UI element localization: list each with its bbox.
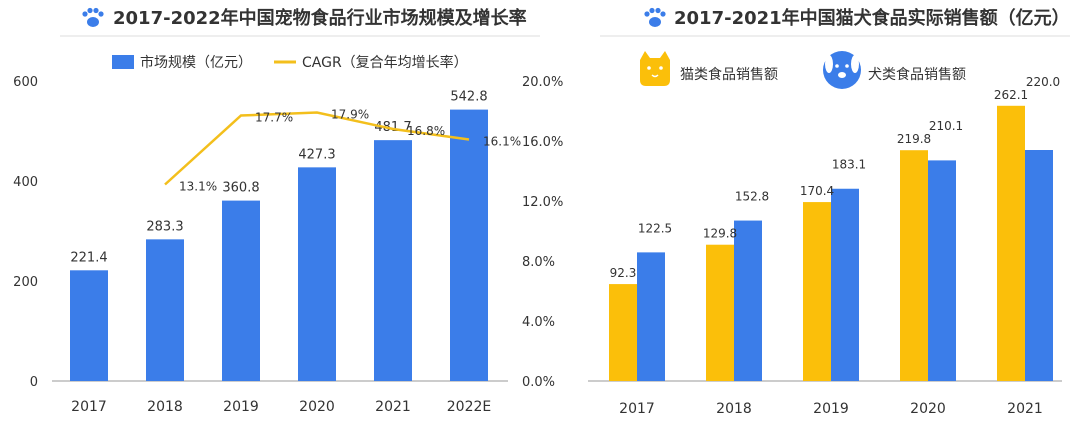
cagr-point-label: 17.7% (255, 111, 293, 125)
right-x-tick-label: 2018 (716, 401, 752, 417)
left-x-tick-label: 2022E (447, 399, 491, 415)
dog-sales-bar (734, 220, 762, 381)
right-x-axis-labels: 2017 2018 2019 2020 2021 (619, 401, 1043, 417)
right-y-tick-label: 8.0% (522, 255, 555, 270)
dog-sales-label: 152.8 (735, 190, 769, 204)
right-legend: 猫类食品销售额 犬类食品销售额 (640, 51, 966, 89)
cagr-line (164, 111, 470, 186)
cat-icon (640, 51, 670, 86)
dog-sales-bar (928, 160, 956, 381)
cat-sales-label: 219.8 (897, 132, 931, 146)
paw-icon (82, 7, 104, 27)
left-y-tick-label: 400 (13, 175, 38, 190)
cat-sales-label: 262.1 (994, 88, 1028, 102)
left-legend: 市场规模（亿元） CAGR（复合年均增长率） (112, 54, 468, 71)
paw-icon (644, 7, 666, 27)
market-size-bar (298, 167, 336, 381)
cagr-point-label: 13.1% (179, 180, 217, 194)
legend-dog-label: 犬类食品销售额 (868, 66, 966, 83)
left-chart-title: 2017-2022年中国宠物食品行业市场规模及增长率 (113, 7, 527, 29)
legend-market-label: 市场规模（亿元） (140, 54, 252, 71)
left-x-tick-label: 2018 (147, 399, 183, 415)
left-x-tick-label: 2020 (299, 399, 335, 415)
dog-icon (823, 51, 861, 89)
cat-sales-label: 129.8 (703, 227, 737, 241)
left-y-tick-label: 600 (13, 75, 38, 90)
cat-sales-bar (900, 150, 928, 381)
market-size-bar (222, 200, 260, 381)
cat-sales-bar (706, 244, 734, 381)
market-size-bar (70, 270, 108, 381)
market-size-label: 427.3 (298, 147, 335, 162)
market-size-bar (146, 239, 184, 381)
cagr-point-label: 16.1% (483, 135, 521, 149)
right-panel-header: 2017-2021年中国猫犬食品实际销售额（亿元） (600, 7, 1070, 37)
left-x-axis-labels: 2017 2018 2019 2020 2021 2022E (71, 399, 491, 415)
cagr-line-series: 13.1% 17.7% 17.9% 16.8% 16.1% (164, 108, 521, 194)
right-y-tick-label: 0.0% (522, 375, 555, 390)
right-y-tick-label: 12.0% (522, 195, 563, 210)
dog-sales-bar (637, 252, 665, 381)
right-y-tick-label: 16.0% (522, 135, 563, 150)
right-chart-title: 2017-2021年中国猫犬食品实际销售额（亿元） (674, 7, 1070, 29)
right-x-tick-label: 2017 (619, 401, 655, 417)
right-x-tick-label: 2021 (1007, 401, 1043, 417)
legend-market-swatch (112, 55, 134, 69)
left-y-tick-label: 0 (30, 375, 38, 390)
market-size-bar (450, 109, 488, 381)
left-y-axis-ticks: 0 200 400 600 (13, 75, 38, 390)
cagr-point-label: 17.9% (331, 108, 369, 122)
left-y-tick-label: 200 (13, 275, 38, 290)
left-panel-header: 2017-2022年中国宠物食品行业市场规模及增长率 (60, 7, 540, 37)
dog-sales-bar (1025, 150, 1053, 381)
dog-sales-label: 210.1 (929, 119, 963, 133)
dog-sales-bar (831, 188, 859, 381)
legend-cat-label: 猫类食品销售额 (680, 66, 778, 83)
cat-sales-bar (997, 105, 1025, 382)
market-size-label: 221.4 (70, 250, 107, 265)
left-x-tick-label: 2021 (375, 399, 411, 415)
cat-sales-bar (609, 284, 637, 381)
dog-sales-label: 122.5 (638, 221, 672, 235)
dog-sales-label: 220.0 (1026, 75, 1060, 89)
cat-sales-label: 92.3 (610, 266, 637, 280)
right-y-tick-label: 20.0% (522, 75, 563, 90)
legend-cagr-label: CAGR（复合年均增长率） (302, 54, 468, 71)
cagr-point-label: 16.8% (407, 124, 445, 138)
dog-sales-label: 183.1 (832, 158, 866, 172)
left-x-tick-label: 2017 (71, 399, 107, 415)
market-size-label: 360.8 (222, 181, 259, 196)
market-size-label: 542.8 (450, 90, 487, 105)
cat-sales-bar (803, 202, 831, 381)
right-x-tick-label: 2020 (910, 401, 946, 417)
cat-sales-label: 170.4 (800, 184, 834, 198)
right-y-axis-ticks: 0.0% 4.0% 8.0% 12.0% 16.0% 20.0% (522, 75, 563, 390)
market-size-bar (374, 140, 412, 381)
market-size-label: 283.3 (146, 219, 183, 234)
right-x-tick-label: 2019 (813, 401, 849, 417)
right-y-tick-label: 4.0% (522, 315, 555, 330)
left-x-tick-label: 2019 (223, 399, 259, 415)
